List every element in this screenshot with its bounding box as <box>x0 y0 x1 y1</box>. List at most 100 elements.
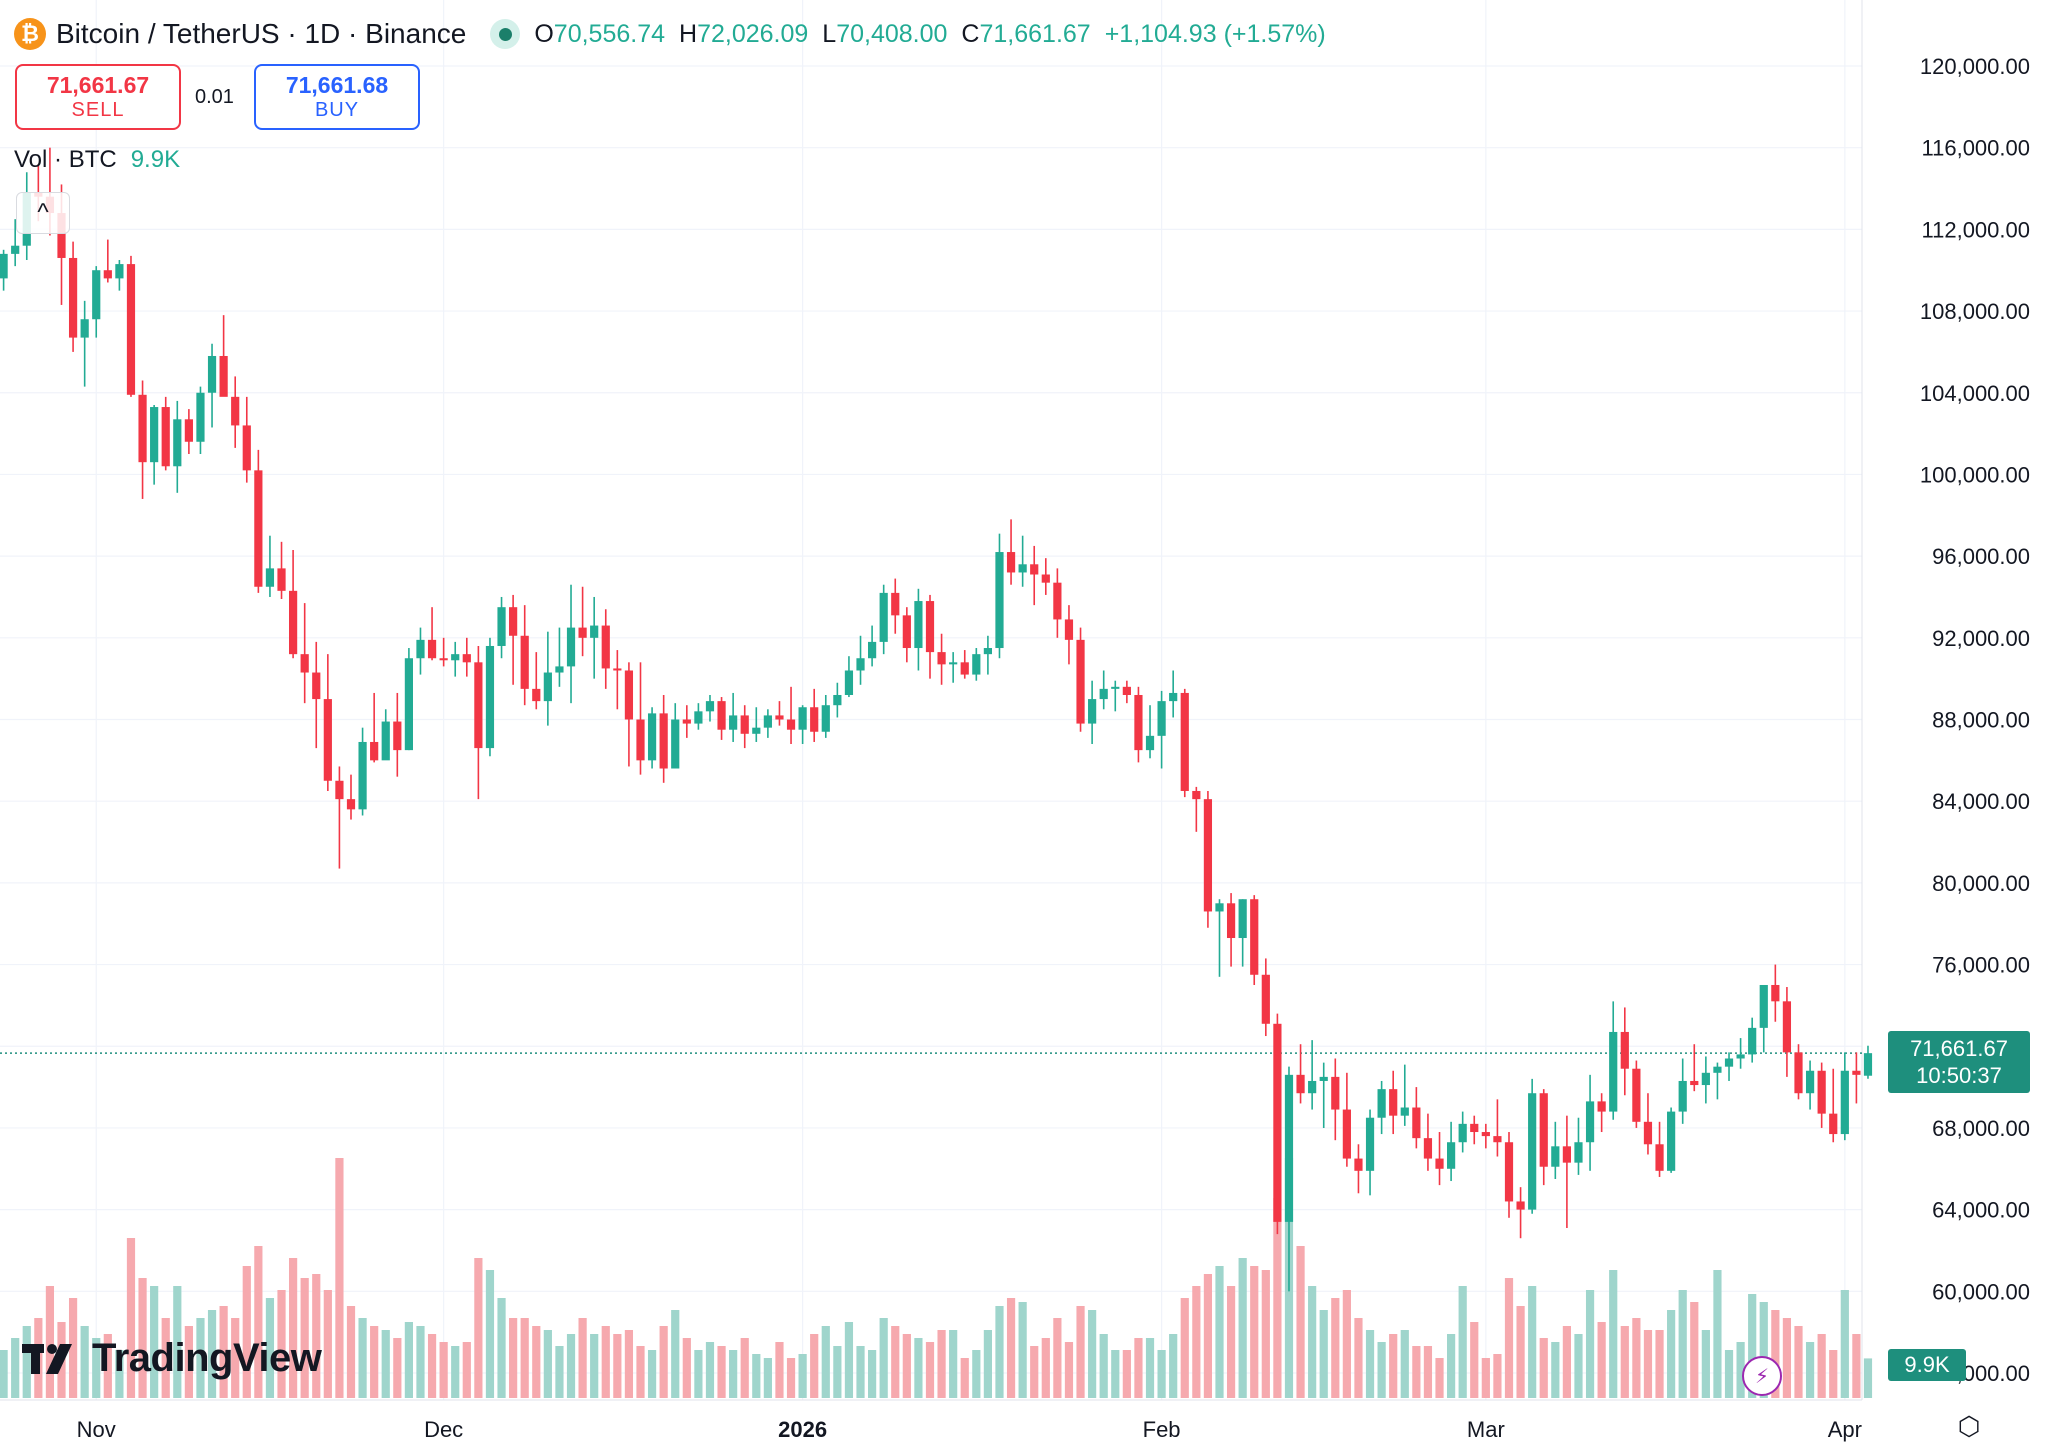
time-tick-label: Dec <box>424 1417 463 1442</box>
volume-bar <box>1701 1330 1710 1398</box>
volume-bar <box>300 1278 309 1398</box>
candle-body <box>543 672 552 702</box>
candle-body <box>659 713 668 769</box>
volume-bar <box>277 1290 286 1398</box>
candle-body <box>231 396 240 426</box>
volume-bar <box>1354 1318 1363 1398</box>
collapse-legend-button[interactable]: ^ <box>16 192 70 234</box>
candle-body <box>1331 1076 1340 1110</box>
candle-body <box>1180 692 1189 791</box>
price-tick-label: 64,000.00 <box>1932 1198 2030 1223</box>
symbol-header: ₿ Bitcoin / TetherUS · 1D · Binance O70,… <box>14 14 1326 54</box>
candle-body <box>566 627 576 667</box>
volume-bar <box>1852 1334 1861 1398</box>
volume-bar <box>196 1318 205 1398</box>
candle-body <box>937 652 946 665</box>
candle-body <box>682 719 691 724</box>
volume-bar <box>740 1338 749 1398</box>
volume-bar <box>1840 1290 1849 1398</box>
price-axis: 120,000.00 116,000.00 112,000.00 108,000.00… <box>1920 54 2030 1386</box>
volume-bar <box>161 1318 170 1398</box>
candle-body <box>1458 1123 1467 1143</box>
sell-price: 71,661.67 <box>46 72 150 98</box>
volume-bar <box>1736 1342 1745 1398</box>
bitcoin-icon[interactable]: ₿ <box>14 18 46 50</box>
chart-grid <box>0 0 1863 1401</box>
candle-body <box>578 627 587 638</box>
candle-body <box>11 245 20 254</box>
settings-icon[interactable]: ⬡ <box>1957 1410 1981 1441</box>
volume-bar <box>485 1270 495 1398</box>
volume-bar <box>509 1318 518 1398</box>
volume-bar <box>532 1326 541 1398</box>
candle-body <box>1169 692 1178 702</box>
buy-button[interactable]: 71,661.68 BUY <box>254 64 420 130</box>
volume-bar <box>1632 1318 1641 1398</box>
volume-bar <box>590 1334 599 1398</box>
price-tick-label: 68,000.00 <box>1932 1116 2030 1141</box>
volume-bar <box>92 1338 101 1398</box>
volume-bar <box>1261 1270 1270 1398</box>
high-value: H72,026.09 <box>679 19 809 48</box>
volume-legend[interactable]: Vol · BTC 9.9K <box>14 146 180 174</box>
tradingview-logo-icon <box>22 1343 72 1374</box>
tradingview-logo[interactable]: TradingView <box>22 1336 322 1381</box>
volume-bar <box>925 1342 935 1398</box>
candle-body <box>68 257 78 338</box>
candle-body <box>1771 984 1780 1002</box>
volume-bar <box>1678 1290 1687 1398</box>
candle-body <box>1748 1027 1757 1055</box>
volume-bar <box>868 1350 877 1398</box>
volume-bar <box>1377 1342 1386 1398</box>
candle-body <box>1516 1201 1525 1210</box>
sell-button[interactable]: 71,661.67 SELL <box>15 64 181 130</box>
volume-bar <box>1238 1258 1247 1398</box>
candle-body <box>1805 1070 1815 1094</box>
volume-bar <box>949 1330 958 1398</box>
volume-bar <box>520 1318 529 1398</box>
candle-body <box>1400 1107 1409 1116</box>
volume-bar <box>1551 1342 1560 1398</box>
candle-body <box>138 394 147 463</box>
candle-body <box>1284 1074 1294 1222</box>
candle-body <box>242 425 251 471</box>
volume-bar <box>937 1330 946 1398</box>
volume-bar <box>1597 1322 1606 1398</box>
volume-bar <box>555 1346 564 1398</box>
candle-body <box>1030 564 1039 575</box>
candle-body <box>1319 1076 1328 1081</box>
candle-body <box>555 666 564 673</box>
candle-body <box>497 607 506 646</box>
volume-bar <box>729 1350 738 1398</box>
volume-bar <box>1863 1358 1873 1398</box>
candle-body <box>1435 1158 1444 1169</box>
candle-body <box>879 592 888 642</box>
last-price-value: 71,661.67 <box>1910 1036 2008 1061</box>
lightning-icon[interactable]: ⚡ <box>1742 1356 1782 1396</box>
candle-body <box>1829 1113 1838 1135</box>
candle-body <box>1597 1101 1606 1112</box>
candle-body <box>161 407 170 467</box>
volume-bar <box>1423 1346 1433 1398</box>
candle-body <box>1250 899 1259 975</box>
candle-body <box>1099 688 1108 700</box>
candle-body <box>1006 552 1016 573</box>
candle-body <box>717 701 726 730</box>
open-value: O70,556.74 <box>534 19 666 48</box>
price-tick-label: 60,000.00 <box>1932 1279 2030 1304</box>
candle-body <box>520 635 529 689</box>
candle-body <box>1782 1001 1792 1053</box>
candle-body <box>1447 1142 1456 1169</box>
volume-bar <box>1759 1302 1768 1398</box>
candle-body <box>1585 1101 1595 1143</box>
candle-body <box>1655 1144 1664 1171</box>
price-tick-label: 92,000.00 <box>1932 626 2030 651</box>
candle-body <box>1528 1093 1537 1210</box>
symbol-title[interactable]: Bitcoin / TetherUS · 1D · Binance <box>56 18 467 49</box>
candle-body <box>833 694 842 706</box>
volume-bar <box>1504 1278 1514 1398</box>
volume-bar <box>1064 1342 1074 1398</box>
candle-body <box>1562 1146 1571 1163</box>
candle-body <box>1863 1053 1873 1076</box>
